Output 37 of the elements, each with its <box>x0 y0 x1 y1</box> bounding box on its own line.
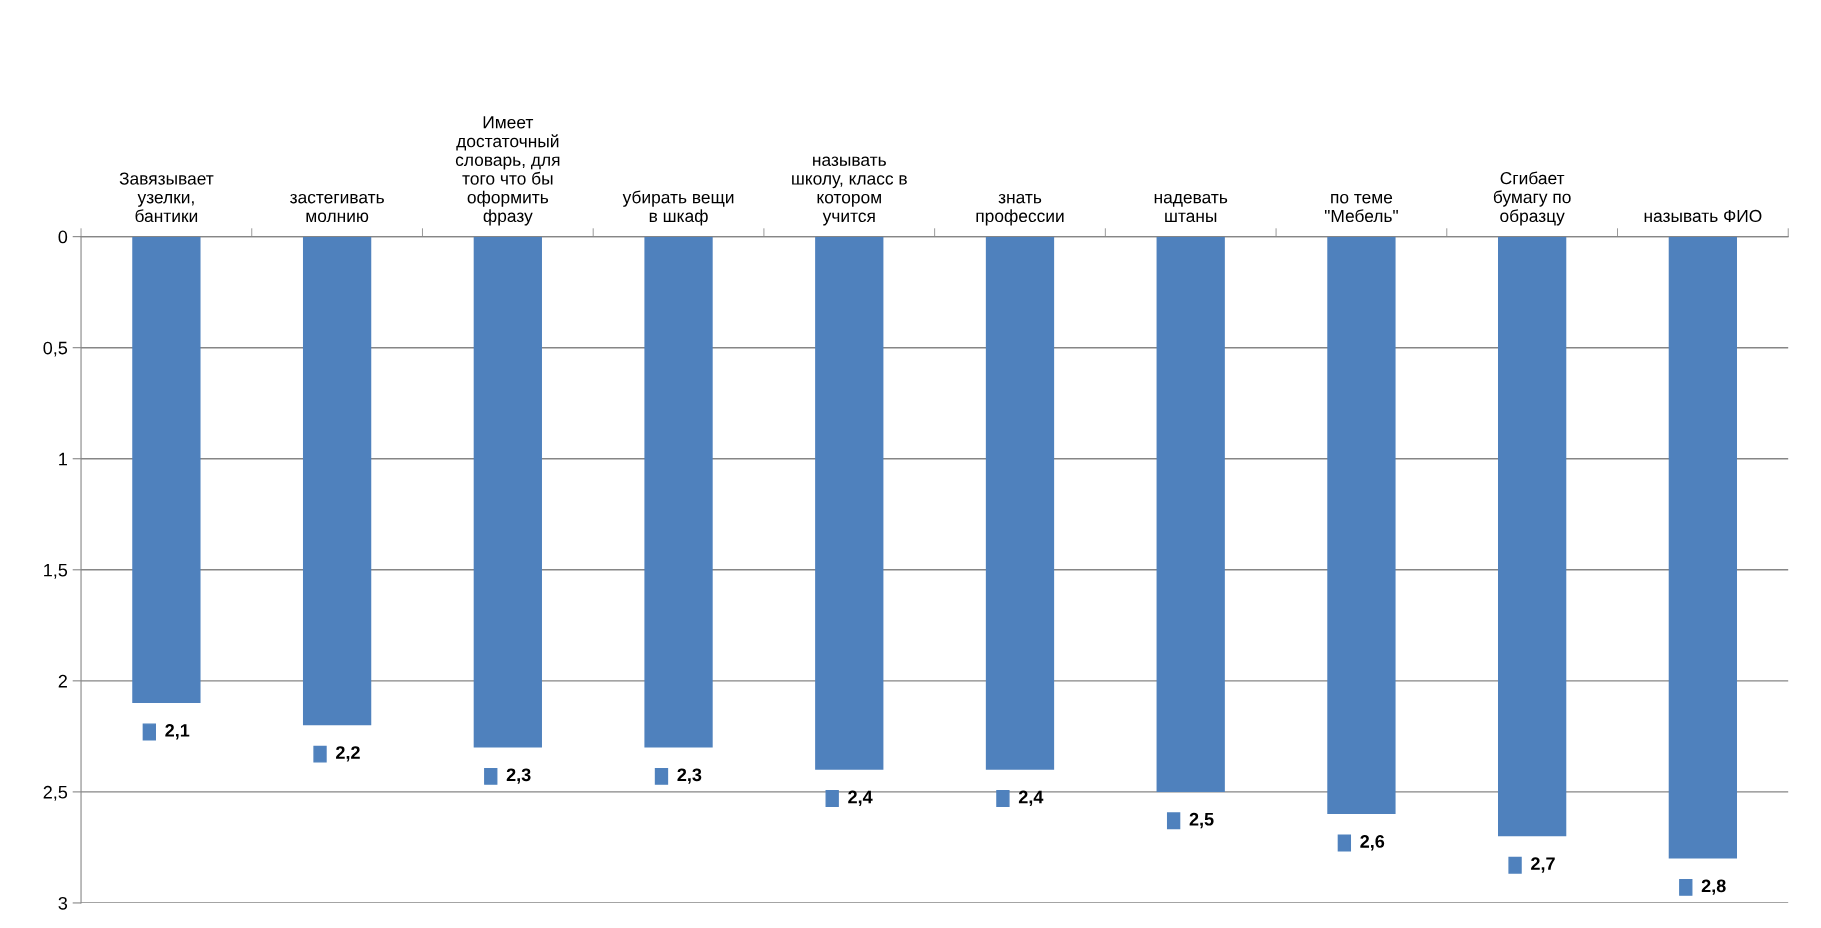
bar <box>1498 236 1567 837</box>
y-tick-label: 2,5 <box>43 785 68 801</box>
bar <box>985 236 1055 770</box>
bar <box>644 236 713 748</box>
bar <box>132 236 201 704</box>
x-tick-label: называть ФИО <box>1644 209 1762 223</box>
y-tick-label: 3 <box>58 896 68 910</box>
x-tick-label: знать профессии <box>976 193 1064 226</box>
bar <box>1327 236 1396 815</box>
data-label: 2,4 <box>848 790 873 807</box>
x-tick-label: Сгибает бумагу по образцу <box>1493 171 1571 226</box>
data-label: 2,8 <box>1701 879 1726 895</box>
y-tick-label: 1 <box>59 452 67 466</box>
bar <box>473 236 542 748</box>
x-tick-label: убирать вещи в шкаф <box>622 190 734 226</box>
data-label: 2,6 <box>1360 835 1385 851</box>
bar <box>815 236 884 770</box>
data-label: 2,5 <box>1189 812 1214 829</box>
x-tick-label: называть школу, класс в котором учится <box>792 156 907 226</box>
data-label: 2,7 <box>1531 857 1555 873</box>
data-label: 2,3 <box>506 768 531 784</box>
data-label: 2,2 <box>336 746 360 762</box>
x-tick-label: Завязывает узелки, бантики <box>119 172 214 223</box>
y-tick-label: 0,5 <box>43 341 68 357</box>
x-tick-label: по теме "Мебель" <box>1324 193 1398 223</box>
y-tick-label: 1,5 <box>44 563 68 579</box>
data-label: 2,3 <box>677 768 702 784</box>
y-tick-label: 0 <box>58 230 68 244</box>
data-label: 2,4 <box>1018 790 1044 807</box>
y-tick-label: 2 <box>58 674 67 688</box>
bar <box>302 236 372 726</box>
x-tick-label: надевать штаны <box>1154 193 1228 223</box>
bar <box>1156 236 1225 792</box>
data-label: 2,1 <box>165 723 190 740</box>
bar <box>1668 236 1738 859</box>
x-tick-label: застегивать молнию <box>290 193 384 223</box>
x-tick-label: Имеет достаточный словарь, для того что бы оформить фразу <box>455 116 560 226</box>
